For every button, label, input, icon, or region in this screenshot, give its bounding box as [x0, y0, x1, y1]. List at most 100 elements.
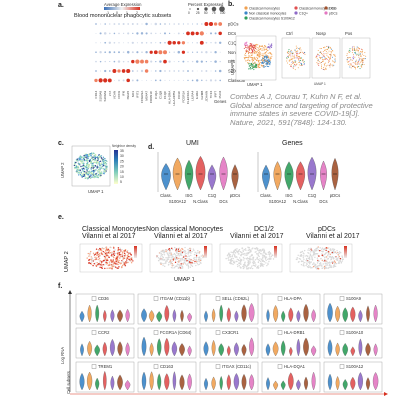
umap-point [254, 48, 257, 50]
dot [131, 70, 134, 72]
umap-point [253, 62, 255, 64]
umap-point [263, 61, 265, 63]
density-point [102, 156, 105, 158]
density-point [90, 174, 92, 176]
umap-point [250, 56, 252, 58]
dot [104, 41, 107, 44]
umap-point [267, 49, 269, 51]
density-point [104, 161, 107, 164]
umap-point [261, 58, 263, 60]
umap-split-point [321, 57, 323, 59]
density-point [81, 172, 83, 175]
density-point [100, 155, 102, 157]
dot [168, 32, 171, 35]
dot [136, 79, 139, 82]
umap-split-point [334, 62, 336, 64]
panel-b-label: b. [228, 1, 235, 8]
dotplot-gene-label-20: CLEC10A [186, 91, 190, 104]
umap-split-point [360, 51, 362, 53]
umap-split-point [329, 46, 331, 48]
violin-3-3 [288, 307, 294, 323]
umap-point [244, 43, 246, 45]
density-point [94, 153, 97, 156]
umap-point [245, 50, 247, 52]
panel-a-xlabel: Genes [214, 99, 227, 104]
umap-split-point [299, 49, 301, 51]
density-point [87, 161, 89, 163]
umap-split-point [328, 56, 330, 58]
density-point [77, 162, 80, 164]
legend-label-2: Classical monocytes S100A12 [249, 16, 295, 20]
violin-gene-icon-12 [215, 364, 221, 369]
density-point [80, 175, 83, 177]
umap-point [262, 57, 264, 60]
f-y-arrowhead [68, 290, 72, 294]
umap-point [246, 47, 248, 49]
umap-split-point [350, 63, 352, 65]
density-point [81, 160, 83, 163]
umap-point [261, 48, 263, 50]
density-point [79, 174, 82, 176]
umap-split-point [352, 54, 354, 56]
dot [113, 23, 116, 25]
umap-point [252, 46, 254, 49]
umap-point [248, 47, 250, 49]
violin-gene-icon-9 [339, 330, 345, 335]
umap-point [258, 63, 260, 66]
violin-1-4 [172, 309, 177, 323]
dot [219, 51, 221, 53]
umap-split-point [297, 53, 299, 55]
density-point [102, 168, 105, 170]
umap-point [258, 47, 260, 49]
violin-1-0 [141, 308, 147, 323]
umap-point [248, 51, 250, 53]
umap-split-point [289, 51, 291, 53]
violin-11-6 [187, 373, 192, 391]
dot [103, 78, 108, 83]
dot [192, 23, 194, 25]
panel-b-umap-xlabel: UMAP 1 [247, 82, 263, 87]
umap-split-point [334, 60, 336, 62]
density-point [84, 172, 86, 174]
umap-point [268, 43, 270, 45]
dotplot-gene-label-4: VCAN [112, 91, 116, 99]
panel-a-legend-avg-title: Average Expression [104, 2, 142, 7]
umap-point [268, 59, 270, 61]
density-point [86, 163, 89, 165]
umap-split-point [360, 65, 362, 67]
dot [163, 32, 167, 35]
umap-split-point [298, 64, 300, 66]
legend-swatch-0 [244, 6, 248, 10]
violin-12-5 [241, 373, 247, 391]
umap-split-point [288, 49, 290, 51]
dot [187, 70, 189, 72]
dot [117, 60, 121, 63]
umap-split-point [299, 52, 301, 54]
dot [201, 79, 203, 82]
dot [214, 79, 217, 82]
umap-split-point [287, 62, 289, 64]
violin-7-2 [218, 343, 224, 357]
density-point [90, 171, 93, 174]
umap-point [258, 66, 260, 68]
violin-3-1 [273, 305, 279, 323]
umap-split-point [327, 64, 329, 66]
dot [150, 23, 152, 25]
umap-split-point [356, 49, 358, 51]
umap-point [255, 63, 258, 66]
dot [104, 60, 106, 63]
density-point [80, 156, 83, 159]
dot [218, 31, 222, 36]
umap-split-point [358, 56, 360, 58]
umap-split-point [302, 59, 304, 61]
umap-split-point [324, 65, 326, 67]
umap-split-point [295, 51, 297, 53]
avg-tick-3: 2 [136, 11, 138, 15]
violin-gene-title-12: ITGAX (CD11c) [222, 364, 252, 369]
density-point [87, 173, 89, 176]
violin-gene-title-4: S100A9 [346, 296, 362, 301]
density-point [89, 159, 91, 162]
violin-9-6 [373, 343, 378, 357]
umap-point [269, 48, 271, 50]
violin-13-3 [288, 372, 294, 391]
